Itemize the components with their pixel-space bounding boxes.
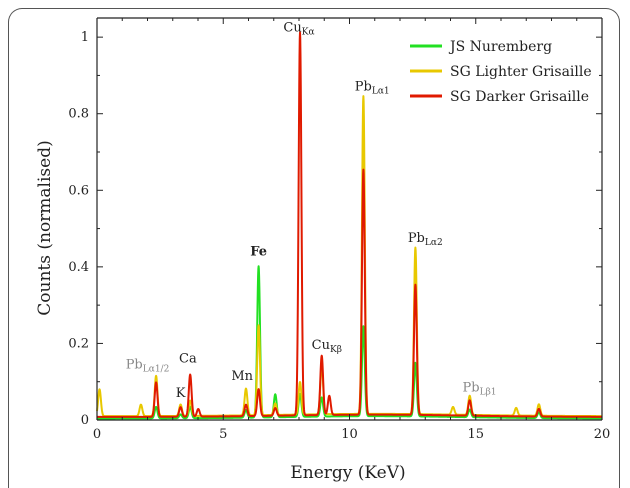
annotation-layer: PbLα1/2 K Ca Mn Fe CuKα CuKβ PbLα1 PbLα2 PbLβ1 — [126, 20, 497, 401]
peak-annotation: Ca — [179, 352, 197, 367]
series-line-1 — [96, 265, 603, 420]
y-axis-label: Counts (normalised) — [35, 140, 55, 315]
y-tick-label: 0 — [81, 413, 89, 428]
peak-annotation: CuKβ — [312, 338, 342, 355]
y-tick-label: 0.8 — [68, 107, 89, 122]
peak-annotation: Mn — [231, 369, 253, 384]
x-tick-label: 10 — [341, 427, 358, 442]
x-axis-label: Energy (KeV) — [290, 463, 405, 482]
x-tick-label: 15 — [467, 427, 484, 442]
peak-annotation: PbLα1 — [355, 80, 390, 97]
peak-annotation: PbLα1/2 — [126, 357, 170, 374]
y-tick-label: 0.6 — [68, 183, 89, 198]
series-line-2 — [96, 95, 603, 418]
x-tick-label: 20 — [594, 427, 611, 442]
peak-annotation: CuKα — [283, 20, 314, 37]
legend-label-3: SG Darker Grisaille — [450, 89, 589, 105]
legend-label-1: JS Nuremberg — [448, 39, 552, 55]
peak-annotation: K — [176, 386, 186, 401]
y-tick-label: 1 — [81, 30, 89, 45]
y-tick-label: 0.4 — [68, 260, 89, 275]
x-tick-label: 0 — [93, 427, 101, 442]
legend-label-2: SG Lighter Grisaille — [450, 64, 592, 80]
peak-annotation: PbLα2 — [408, 231, 443, 248]
axes-layer: 0 5 10 15 20 0 0.2 0.4 0.6 0.8 1 — [68, 17, 611, 442]
y-tick-label: 0.2 — [68, 336, 89, 351]
peak-annotation: PbLβ1 — [463, 380, 497, 397]
legend: JS Nuremberg SG Lighter Grisaille SG Darke… — [410, 39, 592, 105]
figure-frame — [8, 8, 620, 488]
x-tick-label: 5 — [219, 427, 227, 442]
peak-annotation: Fe — [250, 244, 267, 259]
